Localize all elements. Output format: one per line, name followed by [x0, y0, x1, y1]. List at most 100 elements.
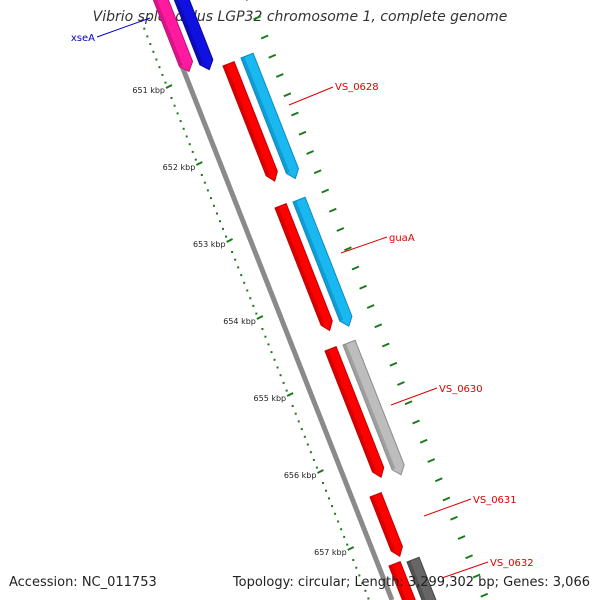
scale-minor-tick [218, 220, 221, 223]
scale-outer-tick [283, 92, 292, 98]
scale-tick-label: 656 kbp [284, 471, 317, 480]
scale-minor-tick [161, 73, 164, 76]
scale-tick-label: 653 kbp [193, 240, 226, 249]
scale-outer-tick [450, 515, 458, 521]
scale-outer-tick [260, 34, 269, 40]
gene-vs0630-cds-shade [325, 349, 376, 472]
gene-vs0632-gene-shade [407, 560, 426, 600]
scale-minor-tick [343, 535, 346, 538]
topology-text: Topology: circular; Length: 3,299,302 bp… [232, 575, 590, 590]
scale-minor-tick [146, 35, 149, 38]
scale-minor-tick [215, 212, 218, 215]
scale-outer-tick [465, 554, 473, 560]
gene-label[interactable]: VS_0628 [335, 82, 379, 93]
gene-leader-line [288, 86, 334, 106]
scale-minor-tick [364, 589, 367, 592]
scale-outer-tick [381, 342, 390, 348]
gene-label[interactable]: VS_0632 [490, 558, 534, 569]
gene-leader-line [441, 561, 489, 579]
gene-vs0628-cds-shade [223, 64, 270, 176]
scale-ticks-minor [140, 0, 489, 600]
scale-minor-tick [331, 505, 334, 508]
gene-features [152, 0, 437, 600]
scale-outer-tick [419, 438, 428, 444]
scale-minor-tick [152, 50, 155, 53]
scale-outer-tick [397, 381, 405, 386]
scale-minor-tick [203, 181, 206, 184]
scale-tick-label: 657 kbp [314, 548, 347, 557]
scale-minor-tick [297, 420, 300, 423]
scale-outer-tick [374, 323, 383, 329]
scale-tick [226, 238, 234, 243]
scale-outer-tick [472, 573, 481, 579]
scale-minor-tick [170, 97, 173, 99]
scale-outer-tick [313, 169, 322, 175]
gene-vs0631-cds-shade [370, 495, 395, 551]
scale-minor-tick [155, 58, 158, 61]
scale-minor-tick [173, 104, 176, 107]
gene-label[interactable]: VS_0630 [439, 384, 483, 395]
scale-minor-tick [352, 559, 355, 561]
scale-minor-tick [294, 412, 297, 415]
scale-minor-tick [315, 466, 318, 469]
scale-minor-tick [191, 150, 194, 153]
scale-minor-tick [231, 251, 234, 253]
scale-minor-tick [206, 189, 209, 192]
gene-label[interactable]: xseA [71, 33, 95, 44]
gene-leader-line [390, 387, 438, 406]
scale-minor-tick [179, 120, 182, 123]
scale-minor-tick [291, 405, 294, 407]
scale-minor-tick [234, 258, 237, 261]
gene-label[interactable]: VS_0631 [473, 495, 517, 506]
scale-minor-tick [237, 266, 240, 269]
scale-minor-tick [158, 66, 161, 69]
scale-minor-tick [276, 366, 279, 369]
scale-outer-tick [366, 304, 375, 309]
scale-minor-tick [143, 27, 146, 30]
scale-minor-tick [164, 81, 167, 84]
scale-minor-tick [306, 443, 309, 446]
scale-tick-labels: 651 kbp 652 kbp 653 kbp 654 kbp 655 kbp 656 k… [132, 86, 346, 557]
scale-minor-tick [188, 143, 191, 146]
scale-outer-tick [344, 246, 352, 252]
scale-outer-tick [298, 130, 307, 136]
scale-minor-tick [346, 543, 349, 546]
scale-tick [256, 315, 264, 320]
scale-minor-tick [252, 304, 255, 307]
scale-minor-tick [340, 528, 343, 531]
scale-tick-label: 654 kbp [223, 317, 256, 326]
scale-minor-tick [337, 520, 340, 523]
accession-text: Accession: NC_011753 [9, 575, 157, 590]
scale-tick-label: 652 kbp [163, 163, 196, 172]
scale-ticks-major [165, 84, 355, 551]
scale-minor-tick [200, 174, 203, 176]
gene-label[interactable]: guaA [389, 233, 415, 244]
scale-minor-tick [194, 158, 197, 161]
gene-vs0632-gene [406, 556, 437, 600]
scale-outer-tick [268, 53, 277, 59]
scale-minor-tick [312, 458, 315, 461]
scale-minor-tick [261, 328, 264, 330]
scale-minor-tick [321, 482, 324, 484]
scale-minor-tick [361, 582, 364, 585]
scale-outer-tick [291, 111, 299, 117]
scale-minor-tick [243, 281, 246, 284]
scale-outer-tick [253, 15, 261, 21]
scale-minor-tick [176, 112, 179, 115]
scale-minor-tick [149, 43, 152, 46]
scale-minor-tick [240, 274, 243, 277]
scale-minor-tick [282, 381, 285, 384]
scale-tick-label: 651 kbp [132, 86, 165, 95]
scale-outer-tick [306, 150, 314, 155]
gene-navy-feature-shade [174, 0, 204, 65]
gene-vs0630-gene-shade [343, 343, 396, 470]
scale-outer-tick [404, 400, 413, 406]
gene-leader-line [423, 498, 472, 517]
gene-guaa-cds-shade [275, 206, 325, 326]
scale-minor-tick [209, 197, 212, 200]
scale-minor-tick [279, 374, 282, 377]
scale-minor-tick [334, 512, 337, 515]
scale-tick [286, 392, 294, 397]
gene-vs0630-gene [342, 339, 405, 476]
